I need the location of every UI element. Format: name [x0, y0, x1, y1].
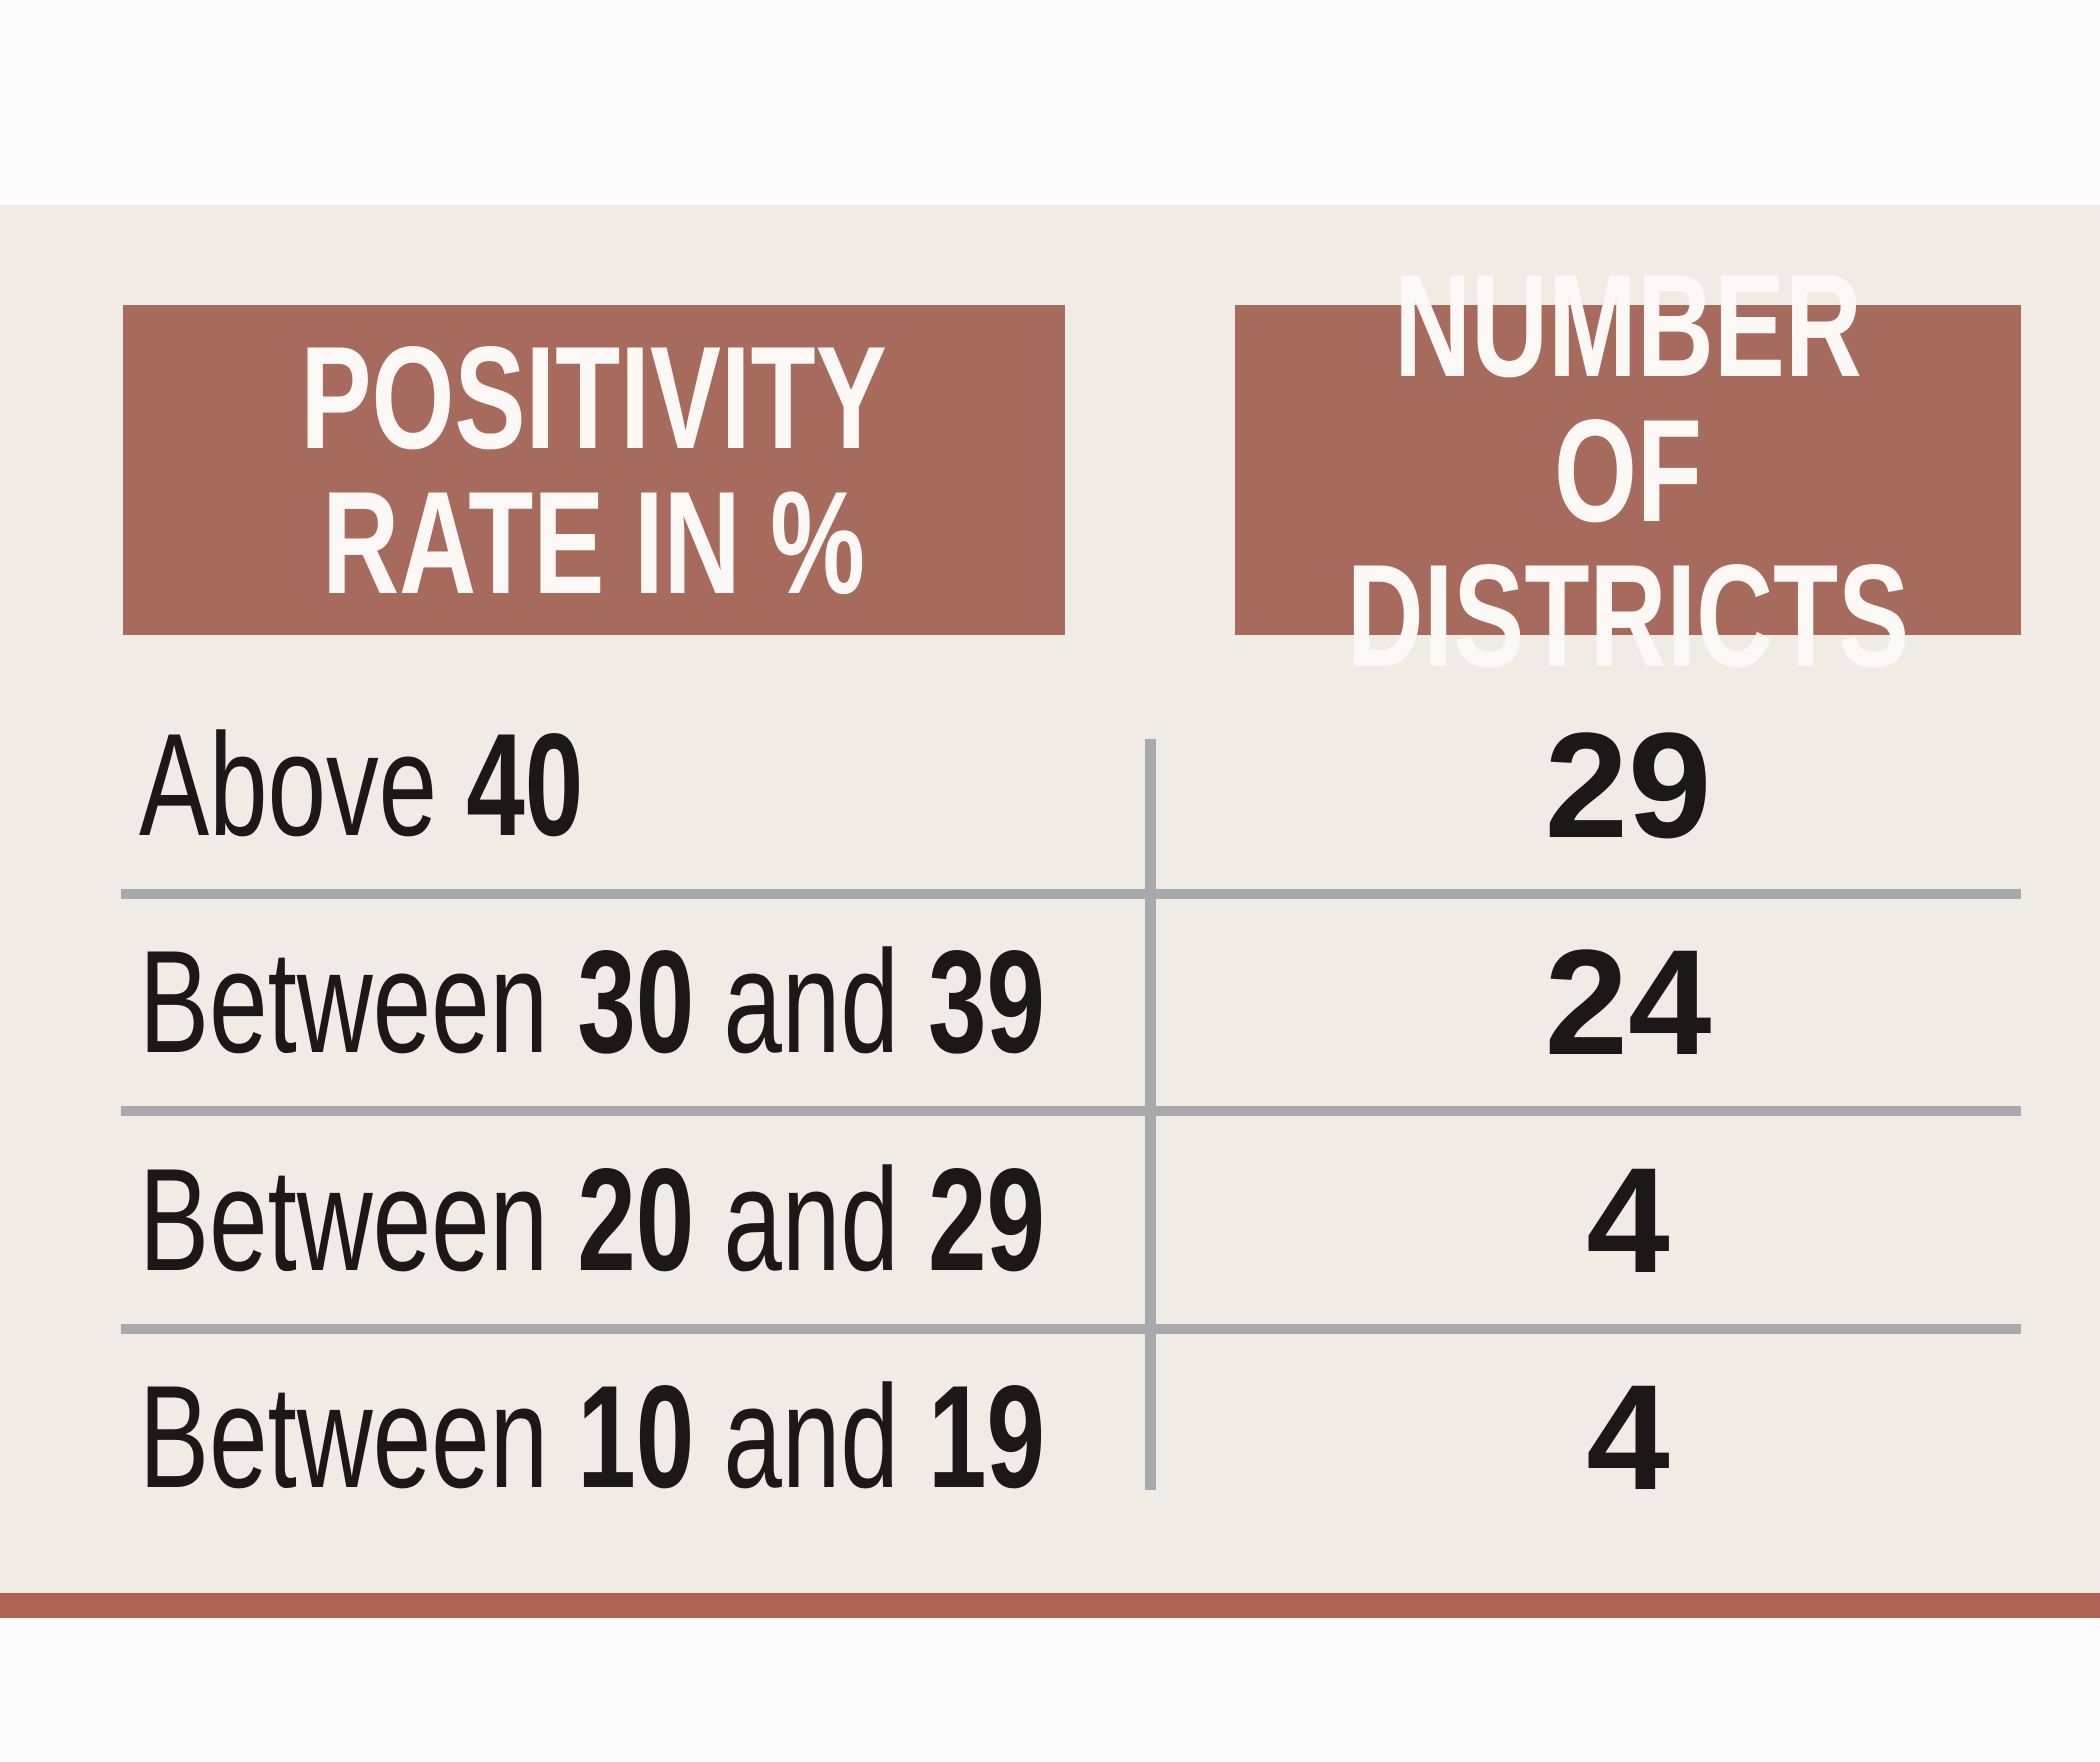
column-header-number-of-districts: NUMBER OF DISTRICTS — [1235, 252, 2021, 688]
row-label-text: Above 40 — [139, 703, 584, 866]
table-row-label: Between 30 and 39 — [121, 917, 1141, 1087]
column-header-positivity-rate: POSITIVITY RATE IN % — [123, 305, 1065, 635]
row-label-text: Between 10 and 19 — [139, 1355, 1045, 1518]
table-row-value: 4 — [1586, 1352, 1670, 1521]
column-header-number-of-districts-label: NUMBER OF DISTRICTS — [1346, 243, 1910, 697]
row-divider-line — [121, 889, 2021, 899]
column-header-positivity-rate-label: POSITIVITY RATE IN % — [300, 316, 888, 624]
row-divider-line — [121, 1324, 2021, 1334]
row-label-text: Between 30 and 39 — [139, 920, 1045, 1083]
table-row-value: 4 — [1586, 1135, 1670, 1304]
table-row-value: 29 — [1544, 700, 1712, 869]
bottom-accent-bar — [0, 1593, 2100, 1618]
table-row-value: 24 — [1544, 917, 1712, 1086]
table-row-label: Between 10 and 19 — [121, 1352, 1141, 1522]
row-label-text: Between 20 and 29 — [139, 1138, 1045, 1301]
table-row-label: Above 40 — [121, 700, 1141, 870]
row-divider-line — [121, 1106, 2021, 1116]
table-row-label: Between 20 and 29 — [121, 1135, 1141, 1305]
